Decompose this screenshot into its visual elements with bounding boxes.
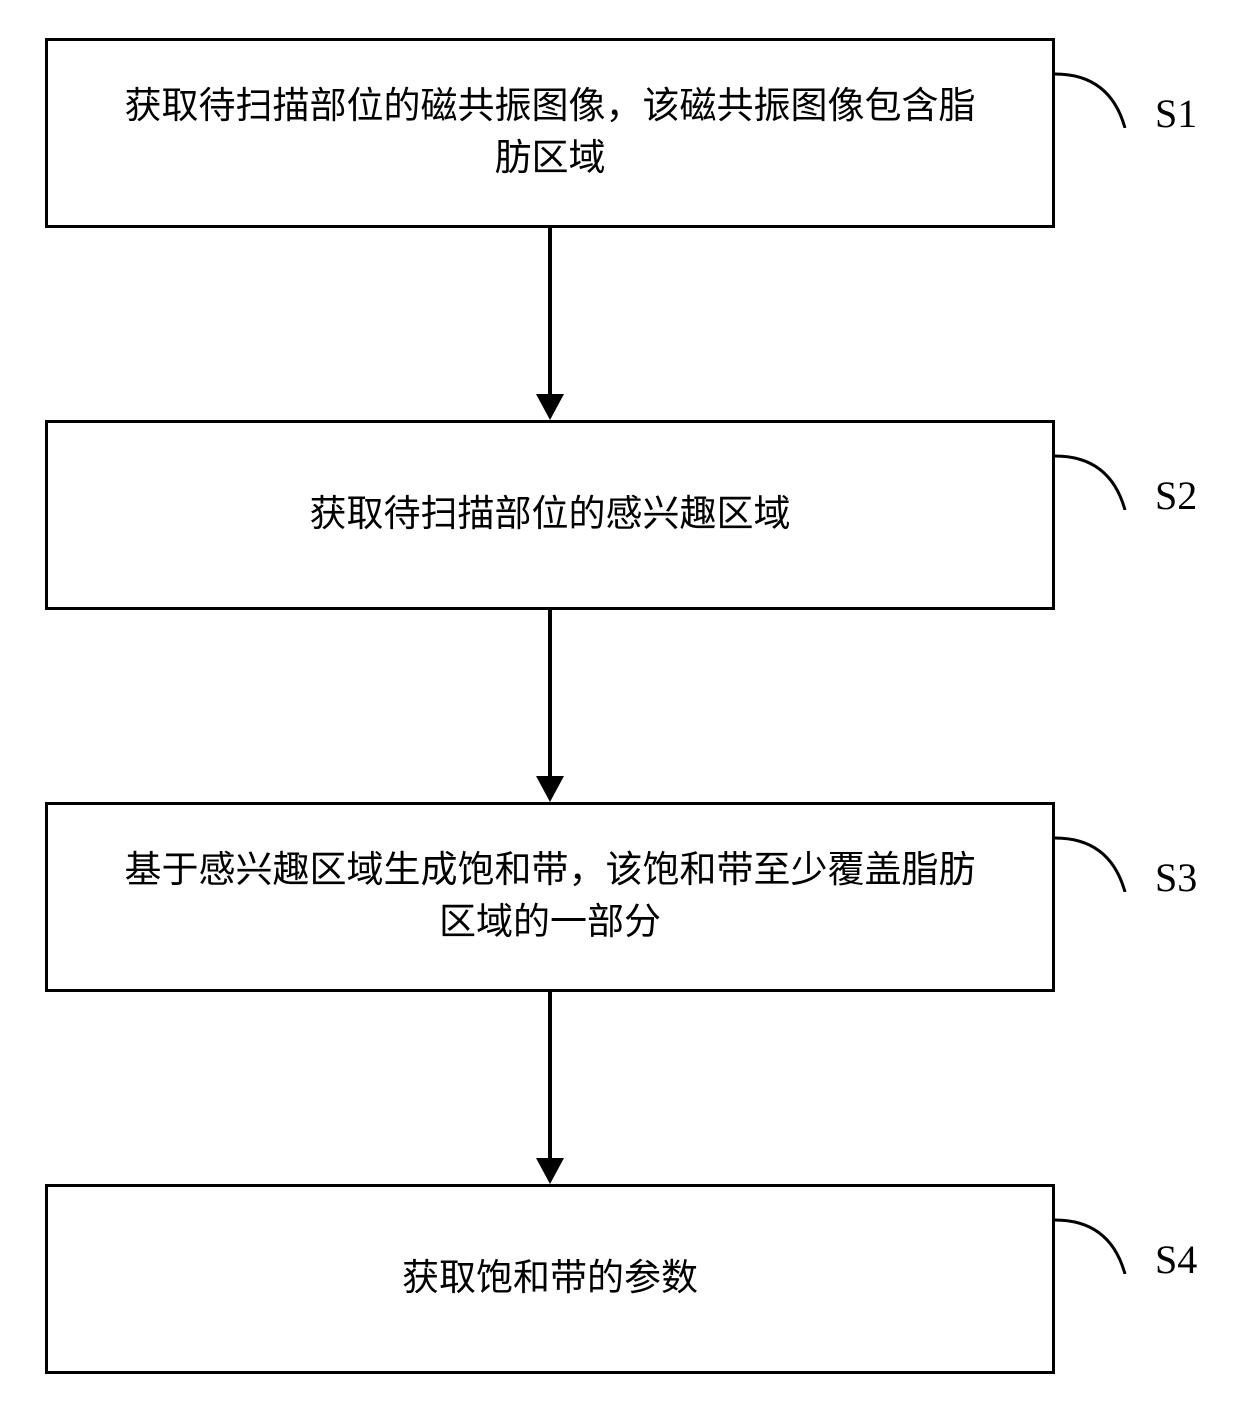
step-label-s4: S4 — [1155, 1236, 1197, 1283]
step-box-s4: 获取饱和带的参数 — [45, 1184, 1055, 1374]
arrow-line-2 — [548, 610, 552, 776]
step-box-s1: 获取待扫描部位的磁共振图像，该磁共振图像包含脂肪区域 — [45, 38, 1055, 228]
step-box-s2: 获取待扫描部位的感兴趣区域 — [45, 420, 1055, 610]
connector-s2 — [1055, 454, 1150, 510]
connector-s3 — [1055, 836, 1150, 892]
step-text-s3: 基于感兴趣区域生成饱和带，该饱和带至少覆盖脂肪区域的一部分 — [108, 845, 992, 949]
connector-s1 — [1055, 72, 1150, 128]
flowchart-canvas: 获取待扫描部位的磁共振图像，该磁共振图像包含脂肪区域 S1 获取待扫描部位的感兴… — [0, 0, 1240, 1419]
arrow-line-3 — [548, 992, 552, 1158]
step-label-s2: S2 — [1155, 472, 1197, 519]
connector-s4 — [1055, 1218, 1150, 1274]
arrow-head-3 — [536, 1158, 564, 1184]
step-text-s1: 获取待扫描部位的磁共振图像，该磁共振图像包含脂肪区域 — [108, 81, 992, 185]
step-text-s2: 获取待扫描部位的感兴趣区域 — [88, 489, 1012, 541]
step-label-s1: S1 — [1155, 90, 1197, 137]
arrow-line-1 — [548, 228, 552, 394]
step-box-s3: 基于感兴趣区域生成饱和带，该饱和带至少覆盖脂肪区域的一部分 — [45, 802, 1055, 992]
step-text-s4: 获取饱和带的参数 — [88, 1253, 1012, 1305]
arrow-head-1 — [536, 394, 564, 420]
step-label-s3: S3 — [1155, 854, 1197, 901]
arrow-head-2 — [536, 776, 564, 802]
